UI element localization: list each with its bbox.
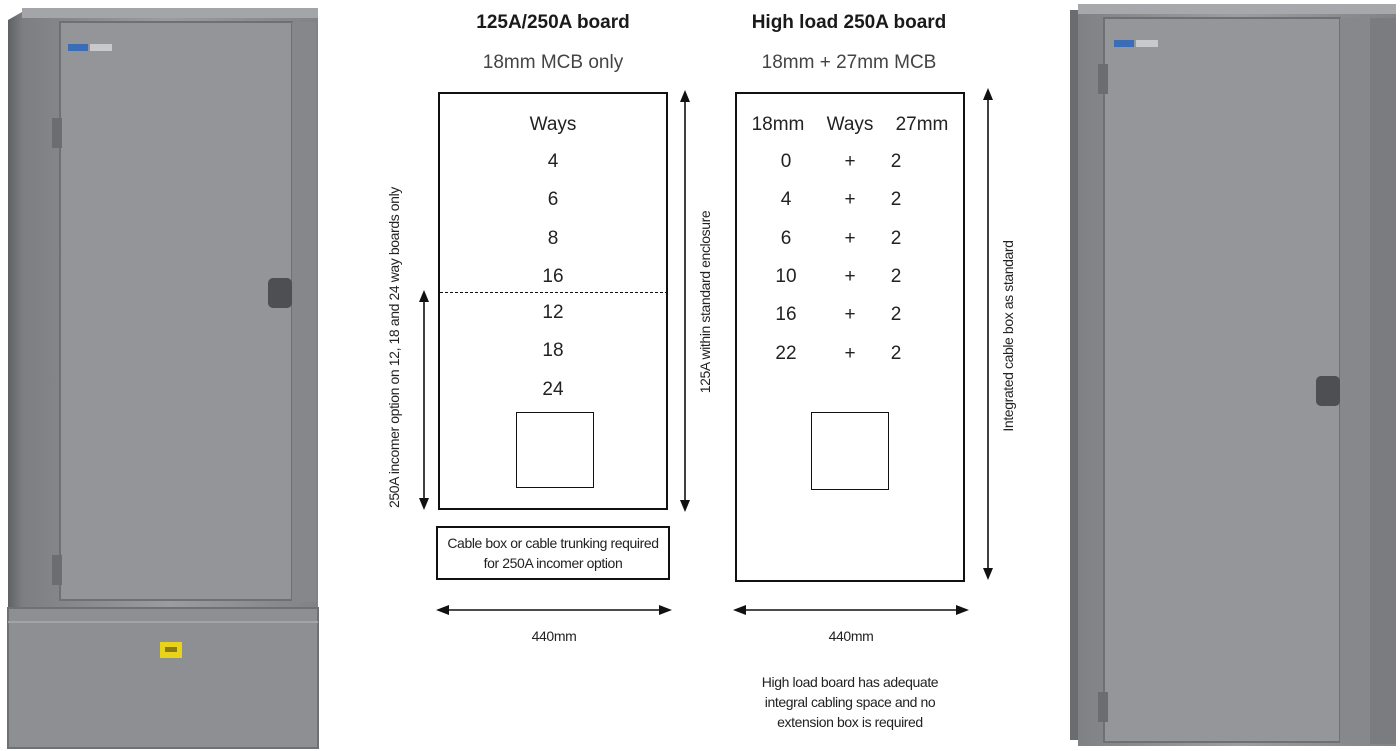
footnote-line: extension box is required (777, 714, 923, 730)
row-27mm-value: 2 (890, 266, 902, 287)
footnote-line: integral cabling space and no (764, 694, 936, 710)
right-width-arrow (733, 605, 969, 615)
left-width-arrow (436, 605, 672, 615)
left-board-box: Ways 4 6 8 16 12 18 24 (438, 92, 668, 510)
left-board-right-arrow (680, 90, 690, 512)
right-board-box: 18mm Ways 27mm 0 + 2 4 + 2 6 + 2 10 + 2 … (735, 92, 965, 582)
left-ways-value: 16 (542, 266, 564, 287)
left-width-label: 440mm (531, 628, 577, 644)
left-board-title: 125A/250A board (476, 12, 630, 33)
row-plus: + (844, 228, 856, 249)
row-plus: + (844, 304, 856, 325)
row-18mm-value: 10 (775, 266, 797, 287)
row-27mm-value: 2 (890, 228, 902, 249)
left-cabinet-image (7, 8, 319, 749)
incomer-square (811, 412, 889, 490)
divider-dashed-line (440, 292, 668, 293)
left-board-subtitle: 18mm MCB only (482, 52, 624, 73)
left-ways-value: 6 (547, 189, 559, 210)
left-dimension-arrow (419, 290, 429, 510)
right-board-dimension-label: Integrated cable box as standard (1000, 240, 1016, 432)
row-18mm-value: 4 (780, 189, 792, 210)
row-18mm-value: 16 (775, 304, 797, 325)
incomer-square (516, 412, 594, 488)
row-plus: + (844, 189, 856, 210)
cable-box-note: Cable box or cable trunking required for… (447, 535, 659, 571)
header-18mm: 18mm (751, 114, 805, 135)
header-ways: Ways (826, 114, 874, 135)
left-ways-value: 18 (542, 340, 564, 361)
left-board-right-label: 125A within standard enclosure (697, 210, 713, 394)
row-plus: + (844, 151, 856, 172)
row-18mm-value: 0 (780, 151, 792, 172)
right-width-label: 440mm (828, 628, 874, 644)
row-27mm-value: 2 (890, 304, 902, 325)
left-ways-value: 24 (542, 379, 564, 400)
row-27mm-value: 2 (890, 151, 902, 172)
footnote-line: High load board has adequate (761, 674, 939, 690)
row-27mm-value: 2 (890, 343, 902, 364)
cable-box-note-box: Cable box or cable trunking required for… (436, 526, 670, 580)
row-18mm-value: 22 (775, 343, 797, 364)
row-plus: + (844, 343, 856, 364)
right-board-subtitle: 18mm + 27mm MCB (761, 52, 937, 73)
left-ways-heading: Ways (529, 114, 577, 135)
left-dimension-label: 250A incomer option on 12, 18 and 24 way… (385, 187, 425, 508)
left-ways-value: 12 (542, 302, 564, 323)
header-27mm: 27mm (895, 114, 949, 135)
row-18mm-value: 6 (780, 228, 792, 249)
left-ways-value: 8 (547, 228, 559, 249)
left-ways-value: 4 (547, 151, 559, 172)
right-board-footnote: High load board has adequate integral ca… (716, 672, 984, 732)
row-plus: + (844, 266, 856, 287)
left-dimension-label-text: 250A incomer option on 12, 18 and 24 way… (386, 187, 402, 508)
right-board-dimension-arrow (983, 88, 993, 580)
right-board-title: High load 250A board (751, 12, 947, 33)
right-cabinet-image (1070, 4, 1396, 746)
row-27mm-value: 2 (890, 189, 902, 210)
